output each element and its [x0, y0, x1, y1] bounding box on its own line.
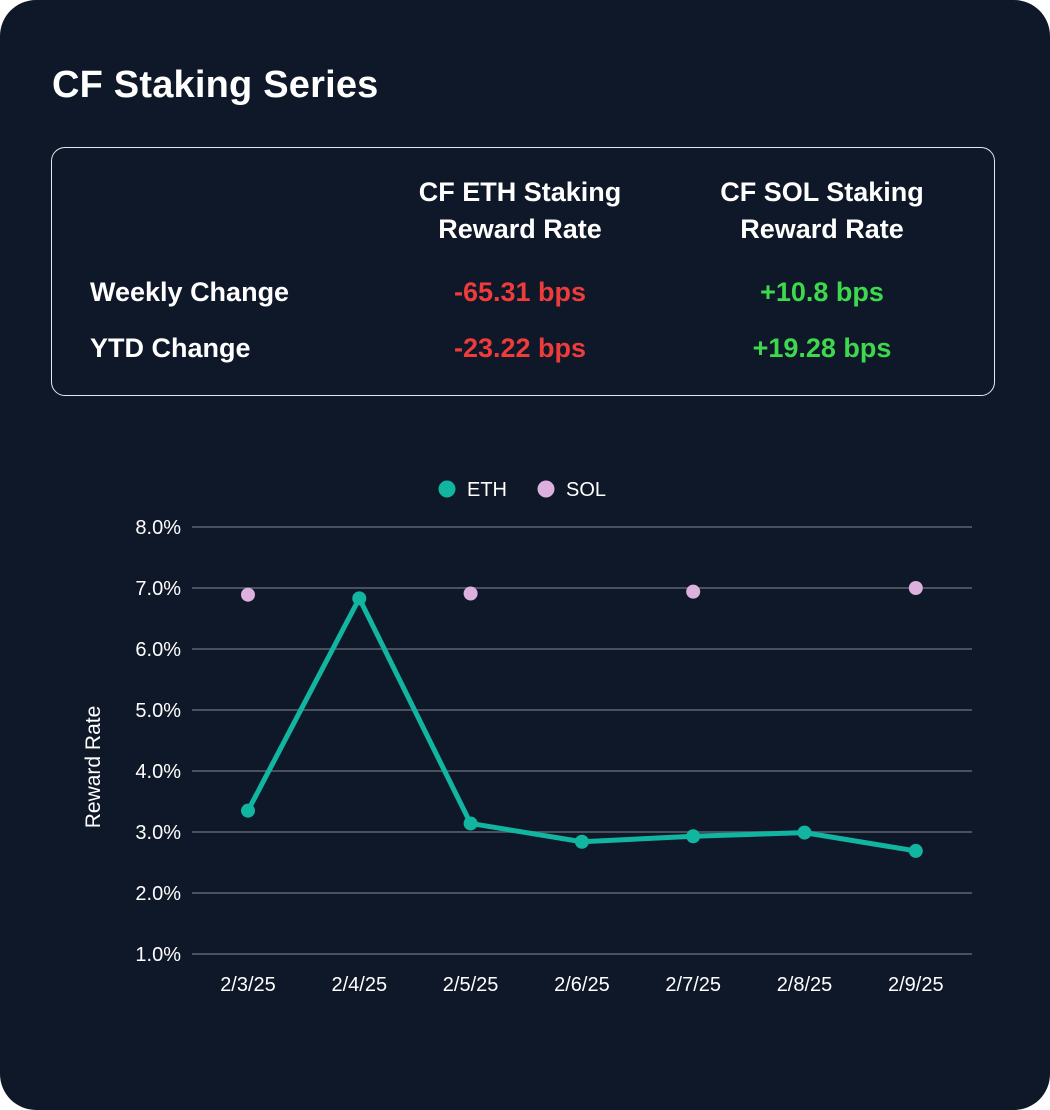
y-tick-label: 5.0%: [135, 700, 181, 722]
page-title: CF Staking Series: [52, 64, 379, 106]
y-tick-label: 6.0%: [135, 639, 181, 661]
sol-data-point: [241, 587, 255, 602]
legend-eth-label: ETH: [467, 479, 507, 501]
sol-data-point: [463, 586, 478, 601]
row-label-ytd: YTD Change: [90, 333, 251, 363]
eth-data-point: [686, 829, 701, 844]
y-tick-label: 8.0%: [135, 517, 181, 539]
x-tick-label: 2/8/25: [777, 974, 833, 996]
x-tick-label: 2/5/25: [443, 974, 499, 996]
summary-table: CF ETH Staking Reward Rate CF SOL Stakin…: [51, 147, 995, 396]
reward-rate-chart: 1.0% 2.0% 3.0% 4.0% 5.0% 6.0% 7.0% 8.0% 2/3/25 2/…: [82, 479, 972, 996]
legend-sol-marker: [537, 480, 555, 498]
column-header-eth: CF ETH Staking Reward Rate: [418, 177, 622, 244]
eth-data-point: [797, 825, 812, 840]
y-tick-label: 1.0%: [135, 944, 181, 966]
weekly-sol-value: +10.8 bps: [760, 277, 884, 307]
x-tick-label: 2/7/25: [665, 974, 721, 996]
eth-data-point: [241, 803, 255, 818]
sol-data-point: [686, 584, 701, 599]
column-header-sol: CF SOL Staking Reward Rate: [720, 177, 924, 244]
eth-series-line: [245, 595, 919, 854]
y-tick-label: 2.0%: [135, 883, 181, 905]
legend-eth-marker: [438, 480, 456, 498]
x-tick-label: 2/9/25: [888, 974, 944, 996]
weekly-eth-value: -65.31 bps: [453, 277, 587, 307]
ytd-eth-value: -23.22 bps: [453, 333, 587, 363]
legend-sol-label: SOL: [566, 479, 606, 501]
y-tick-label: 4.0%: [135, 761, 181, 783]
row-label-weekly: Weekly Change: [90, 277, 290, 307]
eth-data-point: [574, 834, 589, 849]
sol-data-point: [908, 581, 923, 595]
eth-data-point: [352, 591, 367, 606]
x-tick-label: 2/4/25: [331, 974, 387, 996]
x-tick-label: 2/6/25: [554, 974, 610, 996]
y-tick-label: 3.0%: [135, 822, 181, 844]
x-tick-label: 2/3/25: [220, 974, 276, 996]
eth-data-point: [463, 816, 478, 831]
y-tick-label: 7.0%: [135, 578, 181, 600]
eth-data-point: [908, 843, 923, 858]
ytd-sol-value: +19.28 bps: [752, 333, 892, 363]
y-axis-title: Reward Rate: [82, 706, 105, 829]
